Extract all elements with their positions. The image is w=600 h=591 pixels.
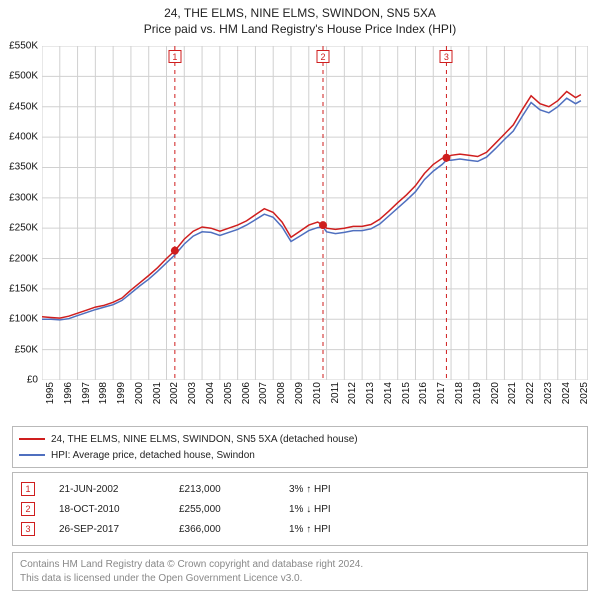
x-axis-labels: 1995 1996 1997 1998 1999 2000 2001 2002 2003 2004…: [42, 380, 588, 420]
x-tick-label: 1996: [63, 382, 74, 404]
x-tick-label: 1998: [98, 382, 109, 404]
legend-label: 24, THE ELMS, NINE ELMS, SWINDON, SN5 5X…: [51, 434, 358, 445]
legend-swatch: [19, 438, 45, 440]
legend-row: HPI: Average price, detached house, Swin…: [19, 447, 581, 463]
x-tick-label: 2005: [223, 382, 234, 404]
y-tick-label: £150K: [9, 283, 38, 294]
legend-swatch: [19, 454, 45, 456]
x-tick-label: 1997: [81, 382, 92, 404]
x-tick-label: 2009: [294, 382, 305, 404]
x-tick-label: 2014: [383, 382, 394, 404]
transaction-marker: 1: [21, 482, 35, 496]
y-tick-label: £450K: [9, 101, 38, 112]
x-tick-label: 2002: [169, 382, 180, 404]
x-tick-label: 2001: [152, 382, 163, 404]
y-tick-label: £200K: [9, 253, 38, 264]
y-tick-label: £0: [27, 375, 38, 386]
title-address: 24, THE ELMS, NINE ELMS, SWINDON, SN5 5X…: [0, 6, 600, 20]
footer-line1: Contains HM Land Registry data © Crown c…: [20, 558, 580, 572]
chart-area: £0£50K£100K£150K£200K£250K£300K£350K£400…: [42, 46, 588, 380]
transaction-price: £213,000: [179, 484, 289, 495]
y-tick-label: £500K: [9, 71, 38, 82]
transaction-row: 1 21-JUN-2002£213,0003% ↑ HPI: [21, 479, 579, 499]
x-tick-label: 2024: [561, 382, 572, 404]
x-tick-label: 2025: [579, 382, 590, 404]
y-tick-label: £550K: [9, 41, 38, 52]
transaction-price: £255,000: [179, 504, 289, 515]
x-tick-label: 2021: [507, 382, 518, 404]
footer-box: Contains HM Land Registry data © Crown c…: [12, 552, 588, 591]
transaction-marker: 3: [21, 522, 35, 536]
transaction-row: 2 18-OCT-2010£255,0001% ↓ HPI: [21, 499, 579, 519]
x-tick-label: 1995: [45, 382, 56, 404]
x-tick-label: 2018: [454, 382, 465, 404]
x-tick-label: 2007: [258, 382, 269, 404]
transaction-hpi: 3% ↑ HPI: [289, 484, 331, 495]
y-axis-labels: £0£50K£100K£150K£200K£250K£300K£350K£400…: [0, 46, 40, 380]
legend-box: 24, THE ELMS, NINE ELMS, SWINDON, SN5 5X…: [12, 426, 588, 468]
x-tick-label: 2022: [525, 382, 536, 404]
x-tick-label: 2004: [205, 382, 216, 404]
transaction-date: 18-OCT-2010: [59, 504, 179, 515]
x-tick-label: 2012: [347, 382, 358, 404]
y-tick-label: £300K: [9, 192, 38, 203]
legend-label: HPI: Average price, detached house, Swin…: [51, 450, 255, 461]
legend-row: 24, THE ELMS, NINE ELMS, SWINDON, SN5 5X…: [19, 431, 581, 447]
transactions-box: 1 21-JUN-2002£213,0003% ↑ HPI 2 18-OCT-2010…: [12, 472, 588, 546]
chart-svg: [42, 46, 588, 380]
transaction-date: 21-JUN-2002: [59, 484, 179, 495]
transaction-hpi: 1% ↑ HPI: [289, 524, 331, 535]
x-tick-label: 2016: [418, 382, 429, 404]
x-tick-label: 2015: [401, 382, 412, 404]
transaction-price: £366,000: [179, 524, 289, 535]
y-tick-label: £400K: [9, 132, 38, 143]
chart-marker: 3: [440, 50, 453, 63]
y-tick-label: £250K: [9, 223, 38, 234]
x-tick-label: 2020: [490, 382, 501, 404]
chart-marker: 1: [168, 50, 181, 63]
y-tick-label: £350K: [9, 162, 38, 173]
y-tick-label: £100K: [9, 314, 38, 325]
x-tick-label: 2010: [312, 382, 323, 404]
x-tick-label: 2008: [276, 382, 287, 404]
transaction-date: 26-SEP-2017: [59, 524, 179, 535]
footer-line2: This data is licensed under the Open Gov…: [20, 572, 580, 586]
x-tick-label: 2003: [187, 382, 198, 404]
x-tick-label: 2017: [436, 382, 447, 404]
x-tick-label: 2013: [365, 382, 376, 404]
x-tick-label: 2019: [472, 382, 483, 404]
x-tick-label: 1999: [116, 382, 127, 404]
transaction-row: 3 26-SEP-2017£366,0001% ↑ HPI: [21, 519, 579, 539]
chart-marker: 2: [317, 50, 330, 63]
transaction-marker: 2: [21, 502, 35, 516]
title-block: 24, THE ELMS, NINE ELMS, SWINDON, SN5 5X…: [0, 0, 600, 36]
title-subtitle: Price paid vs. HM Land Registry's House …: [0, 22, 600, 36]
x-tick-label: 2000: [134, 382, 145, 404]
transaction-hpi: 1% ↓ HPI: [289, 504, 331, 515]
x-tick-label: 2006: [241, 382, 252, 404]
x-tick-label: 2023: [543, 382, 554, 404]
x-tick-label: 2011: [330, 382, 341, 404]
y-tick-label: £50K: [15, 344, 38, 355]
